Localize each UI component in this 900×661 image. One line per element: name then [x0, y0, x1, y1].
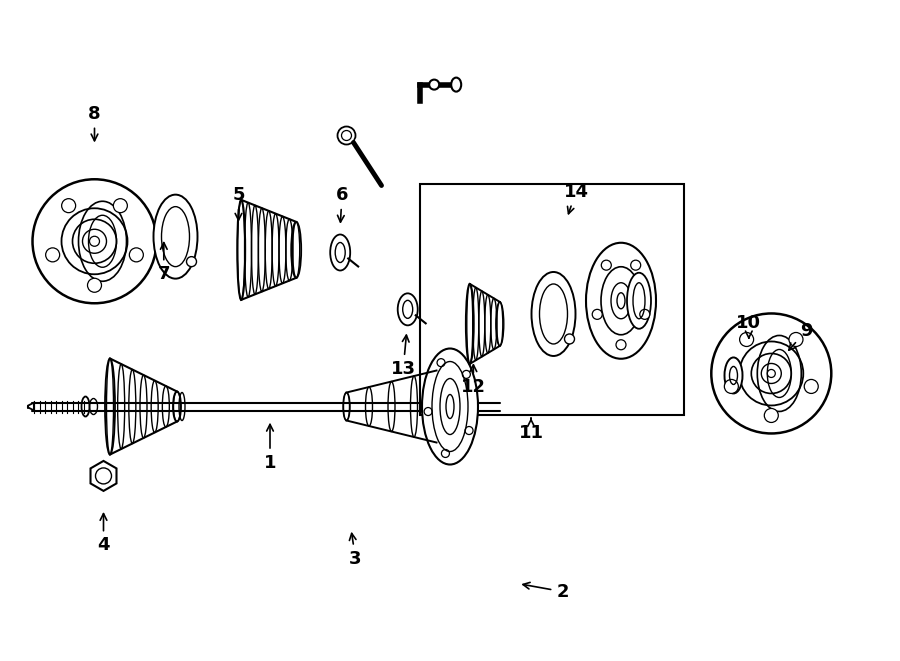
Text: 1: 1 [264, 424, 276, 472]
Circle shape [640, 309, 650, 319]
Circle shape [46, 248, 59, 262]
Text: 6: 6 [336, 186, 348, 222]
Circle shape [87, 278, 102, 292]
Text: 5: 5 [232, 186, 245, 220]
Circle shape [789, 332, 803, 346]
Circle shape [61, 199, 76, 213]
Text: 14: 14 [563, 182, 589, 214]
Circle shape [631, 260, 641, 270]
Ellipse shape [398, 293, 418, 325]
Polygon shape [91, 461, 116, 491]
Bar [420, 184, 684, 415]
Circle shape [338, 126, 356, 145]
Text: 3: 3 [349, 533, 362, 568]
Text: 7: 7 [158, 243, 170, 284]
Ellipse shape [532, 272, 575, 356]
Text: 10: 10 [736, 313, 761, 338]
Circle shape [186, 256, 196, 266]
Circle shape [592, 309, 602, 319]
Text: 4: 4 [97, 514, 110, 555]
Ellipse shape [451, 77, 461, 92]
Circle shape [130, 248, 143, 262]
Circle shape [711, 313, 832, 434]
Ellipse shape [586, 243, 656, 359]
Circle shape [113, 199, 128, 213]
Circle shape [429, 79, 439, 90]
Circle shape [564, 334, 574, 344]
Text: 8: 8 [88, 104, 101, 141]
Circle shape [616, 340, 626, 350]
Text: 13: 13 [391, 335, 416, 378]
Text: 11: 11 [518, 418, 544, 442]
Text: 9: 9 [788, 321, 813, 350]
Ellipse shape [154, 194, 197, 279]
Circle shape [601, 260, 611, 270]
Circle shape [740, 332, 753, 346]
Ellipse shape [330, 235, 350, 270]
Text: 2: 2 [523, 582, 569, 601]
Ellipse shape [422, 348, 478, 465]
Circle shape [764, 408, 778, 422]
Text: 12: 12 [461, 365, 486, 397]
Ellipse shape [724, 358, 742, 393]
Circle shape [805, 379, 818, 393]
Circle shape [724, 379, 738, 393]
Ellipse shape [627, 273, 651, 329]
Circle shape [32, 179, 157, 303]
